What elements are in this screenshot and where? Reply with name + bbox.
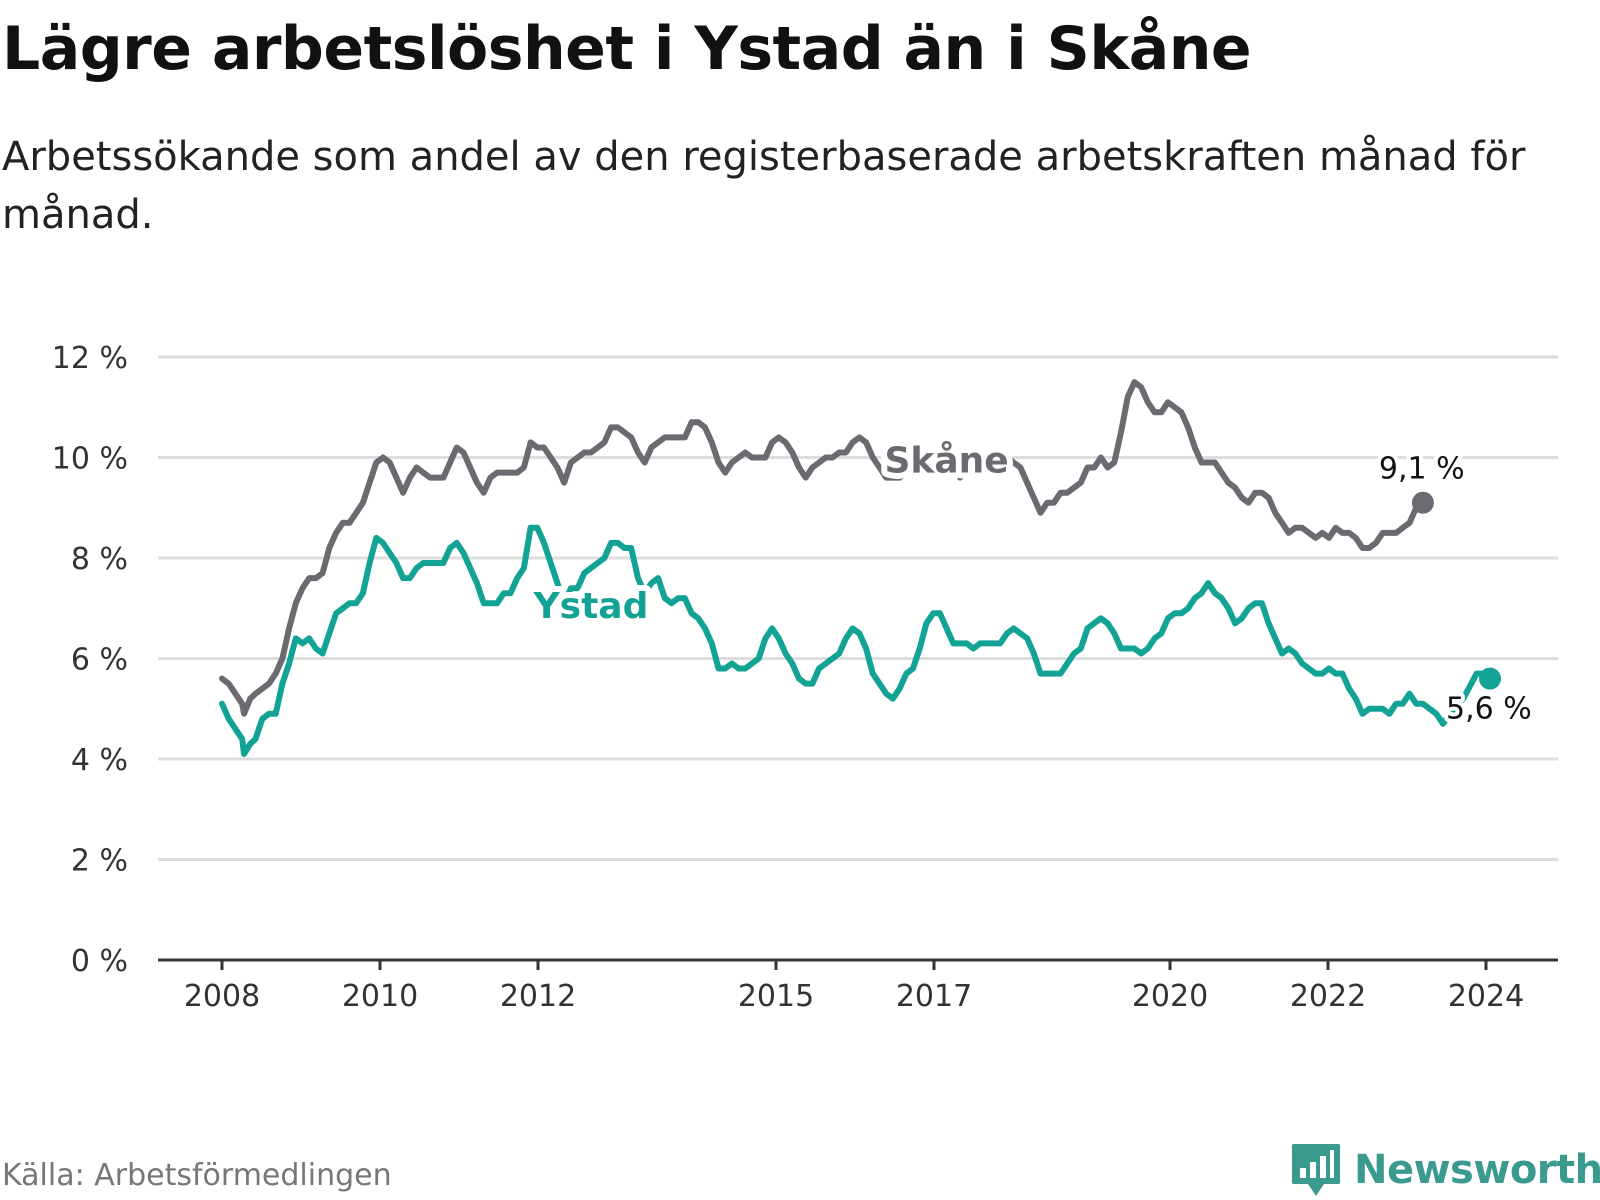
grid-lines — [158, 355, 1558, 861]
y-tick-label: 4 % — [71, 743, 128, 778]
x-tick-label: 2008 — [184, 979, 260, 1014]
x-tick-label: 2024 — [1448, 979, 1524, 1014]
end-point-skane — [1411, 491, 1434, 514]
x-tick-label: 2020 — [1132, 979, 1208, 1014]
end-point-ystad — [1479, 667, 1501, 690]
series-line-skane — [219, 379, 1426, 717]
end-value-label-ystad: 5,6 % — [1446, 692, 1532, 727]
x-tick-label: 2012 — [500, 979, 576, 1014]
x-axis-ticks: 2008 2010 2012 2015 2017 2020 2022 2024 — [184, 960, 1524, 1014]
series-label-skane: Skåne — [884, 440, 1008, 481]
brand-logo: Newsworthy — [1290, 1140, 1600, 1200]
y-tick-label: 0 % — [71, 944, 128, 979]
y-axis-tick-labels: 0 % 2 % 4 % 6 % 8 % 10 % 12 % — [52, 341, 128, 979]
y-tick-label: 6 % — [71, 643, 128, 678]
series-line-ystad — [219, 524, 1493, 757]
brand-name: Newsworthy — [1354, 1147, 1600, 1193]
source-note: Källa: Arbetsförmedlingen — [2, 1158, 392, 1193]
y-tick-label: 10 % — [52, 442, 128, 477]
line-chart: 0 % 2 % 4 % 6 % 8 % 10 % 12 % 2008 2010 2012 2015… — [52, 341, 1558, 1014]
end-value-label-skane: 9,1 % — [1379, 452, 1465, 487]
series-labels: 9,1 % Skåne 5,6 % Ystad — [527, 434, 1536, 730]
y-tick-label: 2 % — [71, 844, 128, 879]
chart-subtitle: Arbetssökande som andel av den registerb… — [2, 134, 1526, 238]
series-label-ystad: Ystad — [533, 586, 649, 627]
y-tick-label: 12 % — [52, 341, 128, 376]
x-tick-label: 2022 — [1290, 979, 1366, 1014]
x-tick-label: 2017 — [896, 979, 972, 1014]
chart-title: Lägre arbetslöshet i Ystad än i Skåne — [2, 14, 1252, 84]
x-tick-label: 2010 — [342, 979, 418, 1014]
series-lines — [219, 379, 1501, 757]
y-tick-label: 8 % — [71, 542, 128, 577]
bar-chart-bubble-icon — [1292, 1144, 1340, 1196]
x-tick-label: 2015 — [738, 979, 814, 1014]
